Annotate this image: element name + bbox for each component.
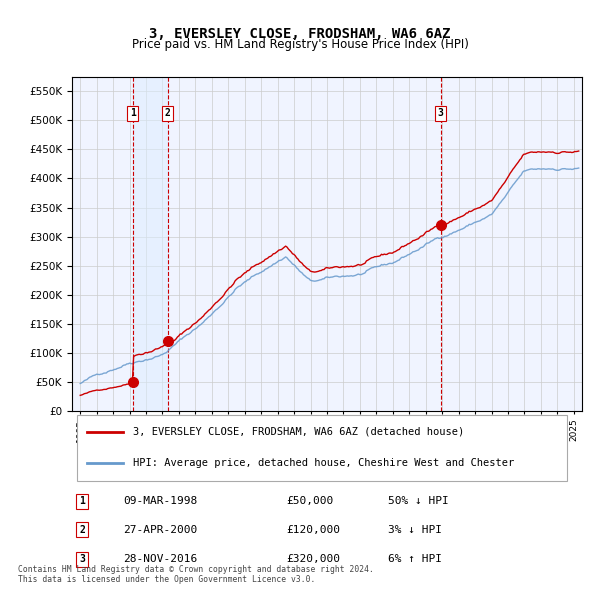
Text: HPI: Average price, detached house, Cheshire West and Chester: HPI: Average price, detached house, Ches… bbox=[133, 457, 514, 467]
Text: 3, EVERSLEY CLOSE, FRODSHAM, WA6 6AZ: 3, EVERSLEY CLOSE, FRODSHAM, WA6 6AZ bbox=[149, 27, 451, 41]
Text: 27-APR-2000: 27-APR-2000 bbox=[123, 525, 197, 535]
Bar bbox=[133, 77, 168, 411]
Text: 6% ↑ HPI: 6% ↑ HPI bbox=[388, 555, 442, 565]
FancyBboxPatch shape bbox=[77, 415, 567, 481]
Text: 28-NOV-2016: 28-NOV-2016 bbox=[123, 555, 197, 565]
Text: Contains HM Land Registry data © Crown copyright and database right 2024.
This d: Contains HM Land Registry data © Crown c… bbox=[18, 565, 374, 584]
Text: 09-MAR-1998: 09-MAR-1998 bbox=[123, 496, 197, 506]
Text: £50,000: £50,000 bbox=[286, 496, 334, 506]
Text: 2: 2 bbox=[165, 109, 170, 119]
Text: £320,000: £320,000 bbox=[286, 555, 340, 565]
Text: 1: 1 bbox=[130, 109, 136, 119]
Text: £120,000: £120,000 bbox=[286, 525, 340, 535]
Text: Price paid vs. HM Land Registry's House Price Index (HPI): Price paid vs. HM Land Registry's House … bbox=[131, 38, 469, 51]
Text: 1: 1 bbox=[79, 496, 85, 506]
Text: 50% ↓ HPI: 50% ↓ HPI bbox=[388, 496, 449, 506]
Text: 2: 2 bbox=[79, 525, 85, 535]
Text: 3: 3 bbox=[438, 109, 443, 119]
Text: 3% ↓ HPI: 3% ↓ HPI bbox=[388, 525, 442, 535]
Text: 3: 3 bbox=[79, 555, 85, 565]
Text: 3, EVERSLEY CLOSE, FRODSHAM, WA6 6AZ (detached house): 3, EVERSLEY CLOSE, FRODSHAM, WA6 6AZ (de… bbox=[133, 427, 464, 437]
